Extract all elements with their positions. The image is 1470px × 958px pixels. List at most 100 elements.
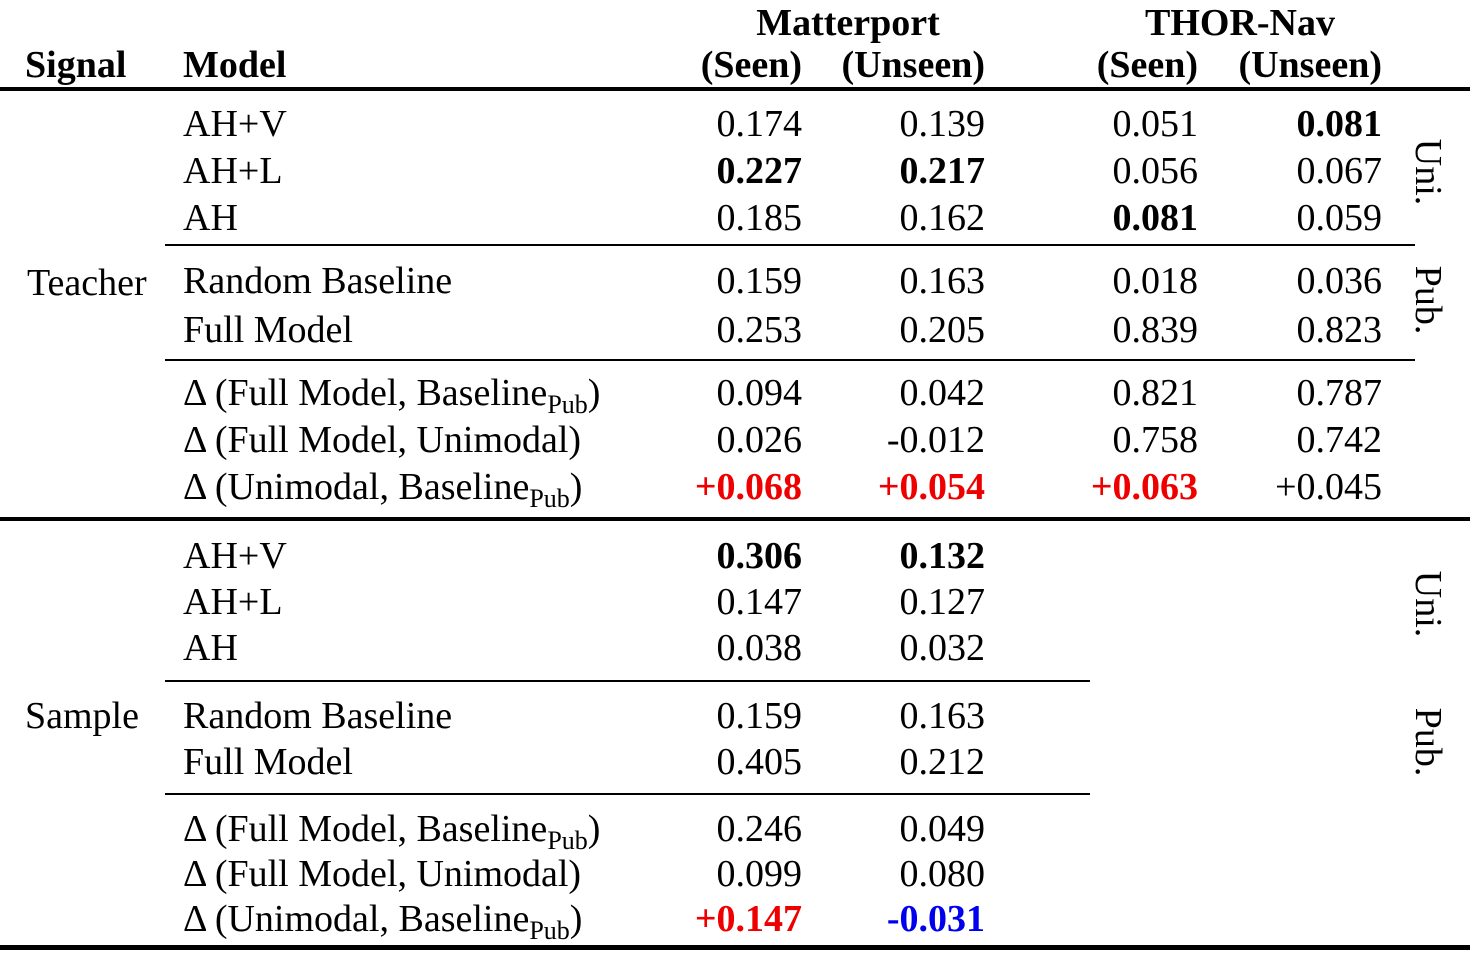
value-cell: 0.018 [1112, 260, 1199, 302]
rule-sample-mid2 [165, 793, 1090, 795]
model-label: AH+L [183, 150, 283, 192]
value-cell: 0.094 [716, 372, 803, 414]
model-label: Δ (Full Model, Unimodal) [183, 419, 582, 461]
value-cell: +0.068 [694, 466, 802, 508]
model-label: AH+V [183, 103, 287, 145]
model-label: Random Baseline [183, 695, 453, 737]
value-cell: 0.163 [899, 695, 986, 737]
value-cell [985, 897, 1198, 942]
value-cell: 0.405 [716, 741, 803, 783]
value-cell: +0.054 [877, 466, 985, 508]
value-cell: 0.051 [1112, 103, 1199, 145]
value-cell: 0.227 [716, 150, 803, 192]
model-label: Full Model [183, 309, 353, 351]
value-cell [985, 807, 1198, 852]
value-cell [1198, 807, 1382, 852]
column-header-matterport-unseen: (Unseen) [841, 44, 985, 86]
teacher-unimodal-block: AH+V 0.174 0.139 0.051 0.081 AH+L 0.227 … [0, 101, 1470, 242]
column-header-thornav-seen: (Seen) [1096, 44, 1198, 86]
value-cell: 0.162 [899, 197, 986, 239]
model-cell: Δ (Unimodal, BaselinePub) [140, 464, 610, 513]
model-cell: AH+L [140, 579, 610, 625]
value-cell [1198, 852, 1382, 897]
value-cell: 0.159 [716, 260, 803, 302]
model-label-end: ) [569, 898, 583, 940]
value-cell: 0.056 [1112, 150, 1199, 192]
value-cell: +0.147 [694, 898, 802, 940]
table-row: Δ (Full Model, Unimodal) 0.026 -0.012 0.… [0, 417, 1470, 464]
table-row: AH+V 0.174 0.139 0.051 0.081 [0, 101, 1470, 148]
model-cell: AH+V [140, 101, 610, 148]
value-cell [985, 739, 1198, 785]
model-label: AH [183, 627, 238, 669]
model-label-end: ) [587, 372, 601, 414]
value-cell: 0.787 [1296, 372, 1383, 414]
value-cell [985, 625, 1198, 671]
value-cell [985, 693, 1198, 739]
model-cell: Full Model [140, 739, 610, 785]
table-row: Δ (Full Model, BaselinePub) 0.094 0.042 … [0, 370, 1470, 419]
table-row: AH+V 0.306 0.132 [0, 533, 1470, 579]
model-subscript: Pub [547, 390, 588, 419]
rule-sample-mid1 [165, 680, 1090, 682]
value-cell [1198, 579, 1382, 625]
model-cell: AH+L [140, 148, 610, 195]
sample-delta-block: Δ (Full Model, BaselinePub) 0.246 0.049 … [0, 807, 1470, 944]
value-cell: 0.823 [1296, 309, 1383, 351]
column-group-matterport: Matterport [756, 2, 940, 44]
model-subscript: Pub [547, 826, 588, 855]
model-cell: Δ (Full Model, Unimodal) [140, 852, 610, 897]
model-label: Δ (Unimodal, Baseline [183, 898, 530, 940]
value-cell [985, 533, 1198, 579]
value-cell: 0.067 [1296, 150, 1383, 192]
model-cell: Δ (Unimodal, BaselinePub) [140, 897, 610, 944]
teacher-published-block: Random Baseline 0.159 0.163 0.018 0.036 … [0, 257, 1470, 355]
model-cell: AH+V [140, 533, 610, 579]
table-row: Full Model 0.253 0.205 0.839 0.823 [0, 306, 1470, 355]
value-cell [985, 579, 1198, 625]
value-cell: 0.032 [899, 627, 986, 669]
value-cell [985, 852, 1198, 897]
model-label: Δ (Unimodal, Baseline [183, 466, 530, 508]
table-row: Δ (Unimodal, BaselinePub) +0.147 -0.031 [0, 897, 1470, 944]
model-label: Δ (Full Model, Unimodal) [183, 853, 582, 895]
model-subscript: Pub [529, 484, 570, 513]
value-cell: +0.063 [1090, 466, 1198, 508]
table-row: Random Baseline 0.159 0.163 [0, 693, 1470, 739]
model-label-end: ) [569, 466, 583, 508]
value-cell: -0.012 [886, 419, 985, 461]
model-label: Random Baseline [183, 260, 453, 302]
value-cell [1198, 739, 1382, 785]
table-row: Random Baseline 0.159 0.163 0.018 0.036 [0, 257, 1470, 306]
model-cell: AH [140, 625, 610, 671]
value-cell: 0.026 [716, 419, 803, 461]
rule-header-bottom [0, 87, 1470, 91]
signal-label-sample: Sample [25, 695, 139, 737]
model-label: AH [183, 197, 238, 239]
value-cell: 0.132 [899, 535, 986, 577]
value-cell: 0.159 [716, 695, 803, 737]
value-cell: 0.306 [716, 535, 803, 577]
model-label: Full Model [183, 741, 353, 783]
value-cell: 0.147 [716, 581, 803, 623]
model-cell: Random Baseline [140, 257, 610, 306]
model-cell: Δ (Full Model, BaselinePub) [140, 807, 610, 855]
value-cell: +0.045 [1275, 466, 1382, 508]
model-cell: Δ (Full Model, Unimodal) [140, 417, 610, 464]
model-label: AH+V [183, 535, 287, 577]
model-cell: Δ (Full Model, BaselinePub) [140, 370, 610, 419]
value-cell: 0.049 [899, 808, 986, 850]
table-row: Full Model 0.405 0.212 [0, 739, 1470, 785]
sample-unimodal-block: AH+V 0.306 0.132 AH+L 0.147 0.127 AH 0.0… [0, 533, 1470, 671]
value-cell: 0.253 [716, 309, 803, 351]
value-cell: 0.080 [899, 853, 986, 895]
rule-teacher-mid2 [165, 359, 1415, 361]
value-cell: 0.246 [716, 808, 803, 850]
value-cell: 0.212 [899, 741, 986, 783]
value-cell [1198, 897, 1382, 942]
signal-label-teacher: Teacher [27, 262, 147, 304]
model-label: Δ (Full Model, Baseline [183, 372, 548, 414]
value-cell: 0.038 [716, 627, 803, 669]
model-label: AH+L [183, 581, 283, 623]
column-header-model: Model [183, 44, 287, 86]
